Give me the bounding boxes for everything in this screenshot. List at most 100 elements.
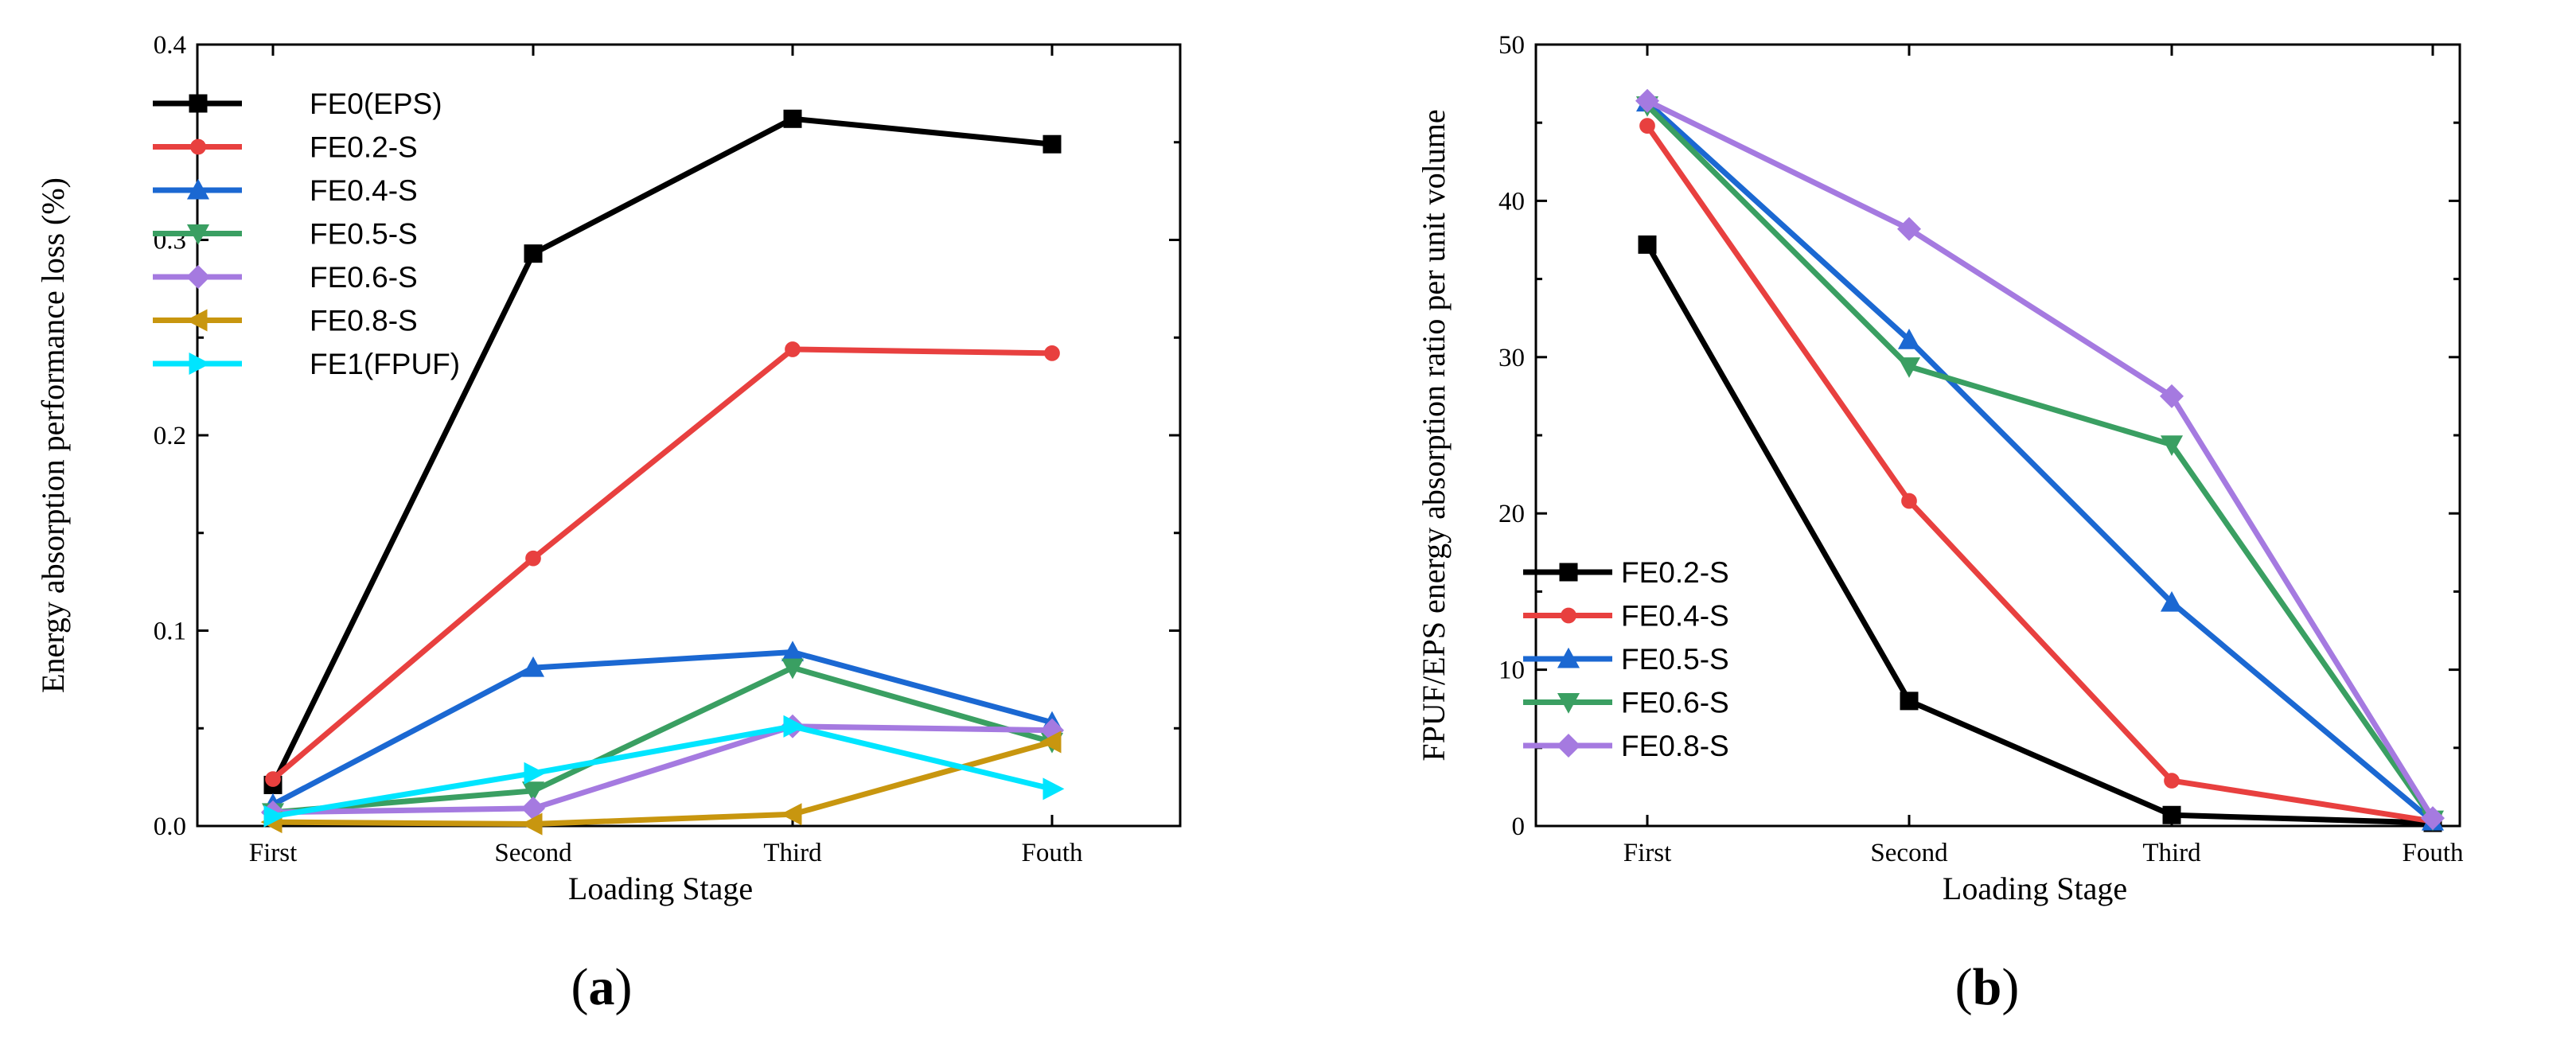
y-tick-label: 20	[1498, 500, 1525, 528]
series-line	[1645, 103, 2435, 822]
series-line	[271, 346, 1053, 781]
data-point	[520, 812, 543, 836]
legend-entry: FE0.4-S	[153, 174, 418, 207]
series-FE0(EPS)	[263, 109, 1062, 794]
series-line	[270, 115, 1053, 786]
y-tick-label: 0.3	[154, 227, 186, 255]
legend: FE0(EPS) FE0.2-S FE0.4-S FE0.5-S FE0.6-S FE0.…	[153, 88, 460, 380]
y-tick-label: 0.0	[154, 812, 186, 841]
series-line	[1645, 124, 2434, 824]
series-line	[1646, 98, 2435, 820]
panel-label: (b)	[1955, 958, 2020, 1016]
series-FE0.8-S	[1635, 88, 2445, 831]
x-tick-label: Fouth	[2402, 839, 2464, 867]
x-tick-labels: First Second Third Fouth	[249, 839, 1083, 867]
series-line	[272, 664, 1053, 816]
legend-entry: FE0.5-S	[153, 218, 418, 251]
legend-entry: FE0.6-S	[1523, 687, 1729, 719]
legend-entry: FE0.2-S	[1523, 556, 1729, 589]
data-point	[1896, 216, 1922, 241]
legend-marker	[1557, 693, 1580, 714]
y-tick-label: 50	[1498, 31, 1525, 60]
legend-marker	[186, 178, 210, 200]
legend-marker	[1561, 607, 1576, 624]
legend-label: FE1(FPUF)	[310, 348, 460, 380]
x-tick-label: Fouth	[1021, 839, 1083, 867]
data-point	[521, 656, 545, 677]
panel-label: (a)	[571, 958, 633, 1016]
data-point	[263, 805, 286, 828]
legend-label: FE0.4-S	[310, 174, 418, 207]
legend-label: FE0(EPS)	[310, 88, 442, 120]
series-line	[1645, 100, 2435, 824]
legend-entry: FE0.6-S	[153, 261, 418, 294]
chart-panel-a: 0.0 0.1 0.2 0.3 0.4 First Second Third Fouth FE…	[35, 31, 1182, 1016]
data-point	[1042, 777, 1065, 801]
y-tick-label: 0.1	[154, 618, 186, 646]
data-point	[265, 771, 281, 787]
y-tick-label: 10	[1498, 656, 1525, 685]
data-point	[524, 762, 546, 785]
data-point	[2162, 805, 2181, 824]
series-line	[1644, 243, 2434, 826]
series-FE1(FPUF)	[263, 715, 1065, 828]
data-point	[1901, 493, 1917, 509]
data-point	[2160, 435, 2184, 457]
legend-marker	[189, 352, 211, 376]
y-tick-label: 0.4	[154, 31, 186, 60]
data-point	[524, 244, 543, 263]
series-layer	[260, 109, 1065, 836]
x-tick-label: First	[249, 839, 298, 867]
y-tick-label: 40	[1498, 187, 1525, 216]
x-tick-label: Third	[763, 839, 822, 867]
legend-label: FE0.8-S	[1621, 730, 1729, 762]
data-point	[783, 715, 805, 738]
legend-entry: FE0.5-S	[1523, 643, 1729, 676]
legend-marker	[1556, 733, 1581, 758]
panel-letter: a	[589, 958, 615, 1016]
legend-marker	[186, 224, 210, 245]
data-point	[1897, 357, 1921, 378]
legend-label: FE0.2-S	[1621, 556, 1729, 589]
legend-entry: FE0.4-S	[1523, 600, 1729, 633]
series-line	[271, 649, 1053, 808]
data-point	[1039, 730, 1062, 754]
y-tick-label: 0.2	[154, 422, 186, 450]
legend-marker	[185, 264, 211, 290]
data-point	[1639, 118, 1655, 134]
x-axis-title: Loading Stage	[1943, 871, 2127, 906]
y-axis-title: Energy absorption performance loss (%)	[35, 177, 71, 693]
series-line	[272, 723, 1053, 820]
data-point	[785, 341, 801, 357]
y-tick-label: 30	[1498, 344, 1525, 372]
panel-letter: b	[1973, 958, 2002, 1016]
data-point	[1044, 345, 1060, 361]
legend-label: FE0.6-S	[1621, 687, 1729, 719]
data-point	[781, 658, 805, 680]
data-point	[2164, 773, 2180, 789]
legend-entry: FE0(EPS)	[153, 88, 442, 120]
y-tick-labels: 0.0 0.1 0.2 0.3 0.4	[154, 31, 186, 841]
x-axis-title: Loading Stage	[568, 871, 753, 906]
chart-panel-b: 0 10 20 30 40 50 First Second Third Fouth FE0.2-…	[1416, 31, 2464, 1016]
legend-label: FE0.6-S	[310, 261, 418, 294]
data-point	[780, 803, 802, 826]
legend-marker	[1557, 647, 1580, 668]
data-point	[1042, 134, 1062, 154]
data-point	[1638, 235, 1657, 254]
legend-marker	[1559, 563, 1578, 582]
legend-marker	[189, 94, 208, 113]
y-tick-labels: 0 10 20 30 40 50	[1498, 31, 1525, 841]
data-point	[1897, 328, 1921, 349]
legend-marker	[185, 309, 208, 332]
x-tick-label: Second	[1870, 839, 1948, 867]
x-tick-label: Third	[2142, 839, 2201, 867]
x-tick-label: Second	[494, 839, 572, 867]
legend-entry: FE0.8-S	[1523, 730, 1729, 762]
legend-entry: FE0.8-S	[153, 305, 418, 337]
x-tick-label: First	[1623, 839, 1672, 867]
legend-label: FE0.4-S	[1621, 600, 1729, 633]
series-line	[272, 723, 1053, 816]
